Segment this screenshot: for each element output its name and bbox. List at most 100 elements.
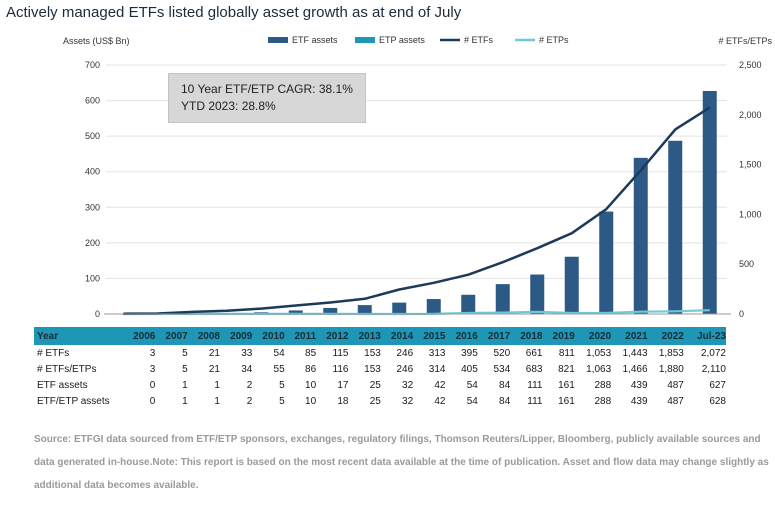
table-cell: 3 — [149, 363, 156, 375]
table-year-header: 2021 — [611, 327, 648, 345]
table-cell: 395 — [461, 347, 478, 359]
bar-etf-assets — [392, 302, 407, 314]
table-cell: 1 — [182, 379, 188, 391]
ytd-line: YTD 2023: 28.8% — [181, 99, 276, 113]
y-right-tick-label: 1,000 — [739, 209, 762, 219]
bar-etf-assets — [702, 90, 717, 315]
table-cell: 5 — [182, 347, 188, 359]
y-left-tick-label: 600 — [85, 96, 100, 106]
table-cell: 314 — [428, 363, 446, 375]
table-header-label: Year — [34, 327, 123, 345]
table-year-header: 2016 — [445, 327, 478, 345]
cagr-callout: 10 Year ETF/ETP CAGR: 38.1% YTD 2023: 28… — [168, 73, 366, 123]
table-cell: 627 — [709, 379, 726, 391]
y-left-tick-label: 300 — [85, 202, 100, 212]
table-row: # ETFs 3 5 21 33 54 85 115 153 246 313 395 520 661 811… — [34, 345, 726, 361]
table-cell: 153 — [364, 347, 381, 359]
y-axis-left-label: Assets (US$ Bn) — [63, 36, 130, 46]
legend-swatch — [268, 37, 288, 43]
table-cell: 111 — [527, 379, 543, 391]
table-cell: 1,053 — [586, 347, 612, 359]
bar-etf-assets — [633, 157, 648, 314]
table-cell: 439 — [630, 379, 648, 391]
y-right-tick-label: 2,000 — [739, 110, 762, 120]
y-axis-right-label: # ETFs/ETPs — [718, 36, 772, 46]
table-cell: 17 — [337, 379, 349, 391]
table-cell: 54 — [466, 395, 478, 407]
table-cell: 2,110 — [701, 363, 726, 375]
table-year-header: 2014 — [380, 327, 414, 345]
legend-label: # ETFs — [464, 35, 494, 45]
y-right-tick-label: 500 — [739, 259, 754, 269]
table-year-header: 2015 — [413, 327, 446, 345]
table-row: # ETFs/ETPs 3 5 21 34 55 86 116 153 246 314 405 534 6… — [34, 361, 726, 377]
table-cell: 439 — [630, 395, 648, 407]
table-year-header: Jul-23 — [683, 327, 726, 345]
line-series — [123, 106, 711, 316]
table-cell: 487 — [667, 379, 684, 391]
table-year-header: 2012 — [316, 327, 349, 345]
table-cell: 5 — [182, 363, 188, 375]
legend-label: ETP assets — [379, 35, 425, 45]
table-cell: 2 — [246, 379, 253, 391]
table-cell: 86 — [305, 363, 317, 375]
y-left-tick-label: 200 — [85, 238, 100, 248]
y-left-tick-label: 700 — [85, 60, 100, 70]
legend: ETF assets ETP assets # ETFs # ETPs — [268, 35, 569, 45]
table-year-header: 2018 — [510, 327, 543, 345]
table-cell: 821 — [558, 363, 575, 375]
table-cell: 811 — [558, 347, 575, 359]
table-cell: 25 — [369, 379, 381, 391]
table-cell: 1 — [214, 379, 220, 391]
table-year-header: 2010 — [252, 327, 285, 345]
table-row-label: # ETFs — [37, 347, 70, 359]
table-cell: 0 — [149, 379, 156, 391]
table-year-header: 2011 — [284, 327, 317, 345]
table-cell: 55 — [273, 363, 285, 375]
table-cell: 1,466 — [622, 363, 648, 375]
bar-etf-assets — [323, 307, 338, 314]
table-row-label: ETF/ETP assets — [37, 395, 110, 407]
table-cell: 10 — [305, 379, 317, 391]
table-cell: 5 — [279, 379, 285, 391]
table-cell: 661 — [525, 347, 543, 359]
table-year-header: 2009 — [219, 327, 253, 345]
table-year-header: 2013 — [348, 327, 381, 345]
table-cell: 21 — [208, 363, 220, 375]
table-year-header: 2019 — [542, 327, 575, 345]
table-cell: 85 — [305, 347, 317, 359]
source-note: Source: ETFGI data sourced from ETF/ETP … — [34, 434, 769, 491]
table-cell: 111 — [527, 395, 543, 407]
table-cell: 25 — [369, 395, 381, 407]
bar-etf-assets — [495, 284, 510, 314]
table-year-header: 2020 — [574, 327, 612, 345]
table-year-header: 2007 — [155, 327, 188, 345]
y-left-tick-label: 0 — [95, 309, 100, 319]
table-cell: 520 — [493, 347, 511, 359]
table-cell: 487 — [667, 395, 684, 407]
table-cell: 0 — [149, 395, 156, 407]
table-cell: 288 — [594, 395, 612, 407]
bar-etf-assets — [288, 310, 303, 314]
table-cell: 153 — [364, 363, 381, 375]
table-row: ETF assets 0 1 1 2 5 10 17 25 32 42 54 84 111 161 288 43… — [34, 377, 726, 393]
table-cell: 84 — [499, 379, 511, 391]
table-header-row: Year 2006 2007 2008 2009 2010 2011 2012 2013 2014… — [34, 327, 726, 345]
table-row-label: # ETFs/ETPs — [37, 363, 97, 375]
table-cell: 18 — [337, 395, 349, 407]
table-row-label: ETF assets — [37, 379, 88, 391]
bar-etf-assets — [668, 140, 683, 314]
bar-series — [150, 90, 717, 315]
table-cell: 2 — [246, 395, 253, 407]
cagr-line: 10 Year ETF/ETP CAGR: 38.1% — [181, 82, 353, 96]
table-cell: 3 — [149, 347, 156, 359]
table-cell: 116 — [332, 363, 349, 375]
legend-label: ETF assets — [292, 35, 338, 45]
table-cell: 1,880 — [658, 363, 684, 375]
table-cell: 1,853 — [658, 347, 684, 359]
table-cell: 246 — [396, 363, 414, 375]
table-cell: 32 — [402, 379, 414, 391]
table-cell: 1,443 — [622, 347, 648, 359]
bar-etf-assets — [599, 211, 614, 314]
table-cell: 42 — [434, 379, 446, 391]
